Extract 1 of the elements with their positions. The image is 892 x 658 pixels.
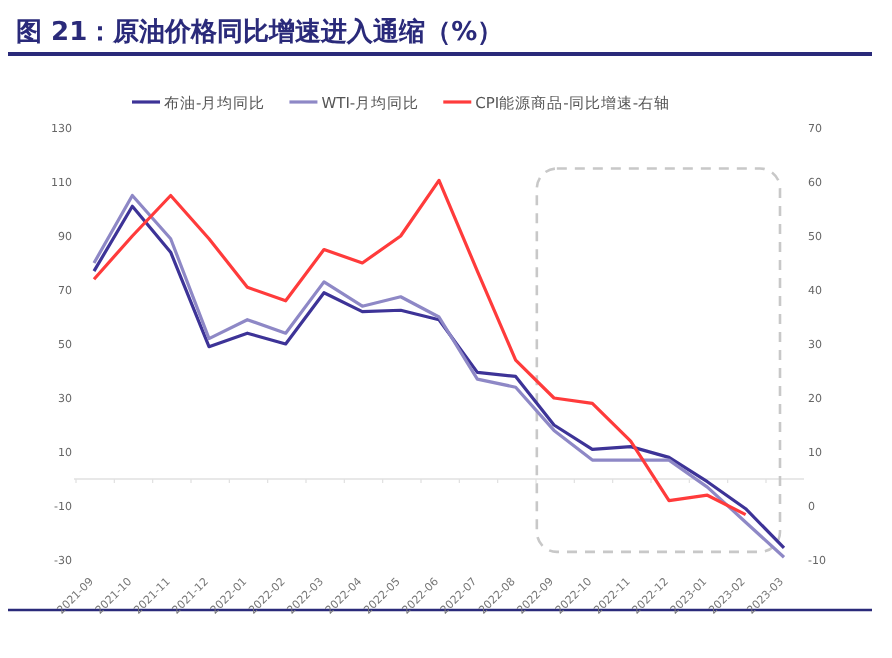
- title: 图 21：原油价格同比增速进入通缩（%）: [16, 18, 504, 48]
